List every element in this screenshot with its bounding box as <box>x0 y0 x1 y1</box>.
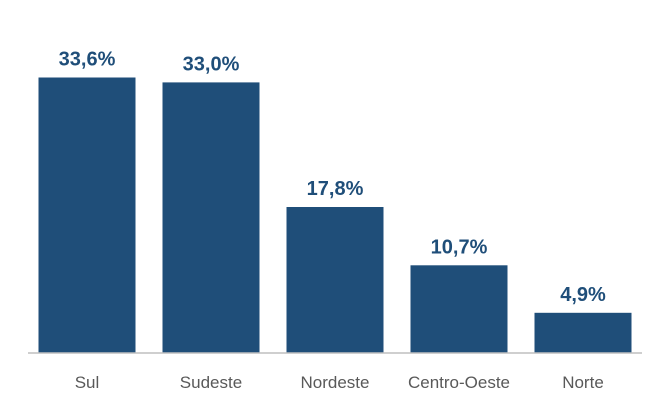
category-label: Centro-Oeste <box>408 373 510 392</box>
bar-sudeste <box>162 82 260 354</box>
category-label: Sul <box>75 373 100 392</box>
bars-group <box>38 77 632 354</box>
bar-centro-oeste <box>410 265 508 353</box>
category-label: Norte <box>562 373 604 392</box>
value-label: 33,0% <box>183 53 240 75</box>
value-label: 33,6% <box>59 49 116 71</box>
value-label: 4,9% <box>560 284 606 306</box>
category-label: Nordeste <box>301 373 370 392</box>
value-labels-group: 33,6% 33,0% 17,8% 10,7% 4,9% <box>59 49 606 306</box>
value-label: 10,7% <box>431 236 488 258</box>
bar-nordeste <box>286 207 384 353</box>
bar-norte <box>534 312 632 353</box>
category-label: Sudeste <box>180 373 242 392</box>
bar-sul <box>38 77 136 353</box>
value-label: 17,8% <box>307 178 364 200</box>
category-labels-group: Sul Sudeste Nordeste Centro-Oeste Norte <box>75 373 604 392</box>
